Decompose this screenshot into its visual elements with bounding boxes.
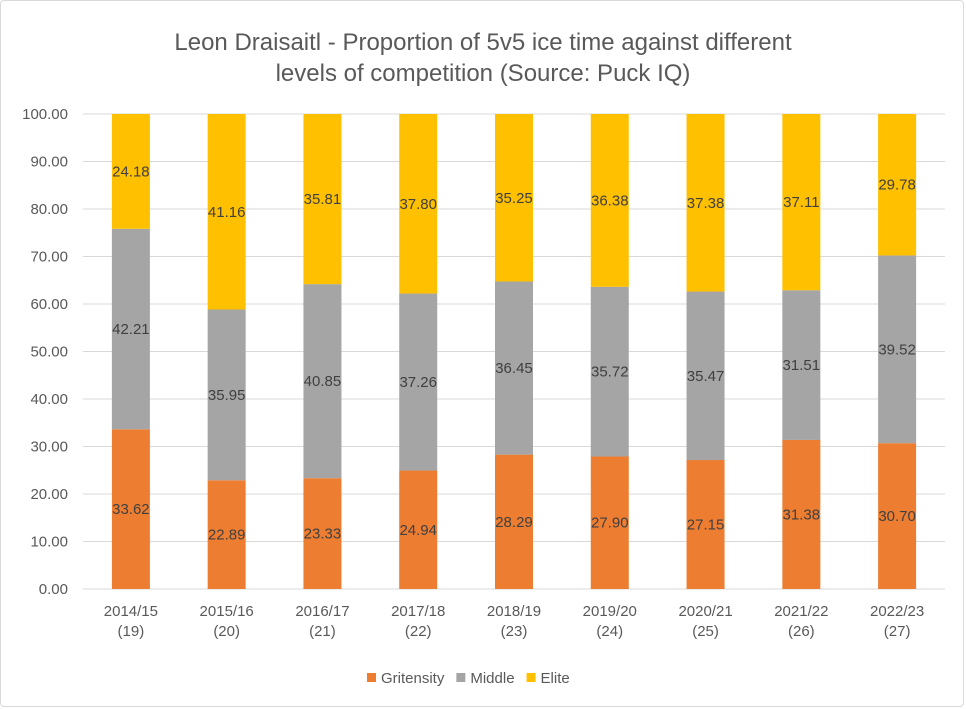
data-label: 37.11 [783,194,819,211]
bar-gritensity [878,443,917,589]
data-label: 35.95 [208,387,246,404]
data-label: 24.94 [399,522,437,539]
data-label: 24.18 [112,163,150,180]
data-label: 37.80 [399,196,437,213]
y-tick-label: 30.00 [30,439,68,456]
bar-gritensity [590,456,629,589]
y-tick-label: 10.00 [30,534,68,551]
x-tick-label: 2014/15 [104,603,158,620]
bar-gritensity [399,470,438,589]
data-label: 36.38 [591,192,629,209]
x-tick-label: (21) [309,623,336,640]
data-label: 22.89 [208,527,246,544]
y-tick-label: 70.00 [30,249,68,266]
x-tick-label: (23) [501,623,528,640]
y-tick-label: 100.00 [22,106,68,123]
bar-elite [782,114,821,291]
data-label: 37.38 [687,195,725,212]
x-tick-label: (19) [118,623,145,640]
legend-swatch-elite [526,673,536,682]
bar-gritensity [495,454,533,589]
bar-gritensity [207,480,246,589]
legend-swatch-gritensity [367,673,376,682]
y-tick-label: 80.00 [30,201,68,218]
x-tick-label: (24) [596,623,623,640]
chart-title: Leon Draisaitl - Proportion of 5v5 ice t… [174,29,792,56]
data-label: 40.85 [304,373,342,390]
y-tick-label: 50.00 [30,344,68,361]
y-tick-label: 0.00 [39,581,68,598]
bar-middle [686,291,725,461]
bar-middle [111,228,150,430]
bar-elite [590,114,629,287]
x-tick-label: 2022/23 [870,603,924,620]
x-tick-label: 2019/20 [583,603,637,620]
data-label: 27.15 [687,517,725,534]
x-tick-label: (26) [788,623,815,640]
data-label: 30.70 [878,508,916,525]
bar-middle [782,290,821,440]
data-label: 35.25 [495,190,533,207]
bar-elite [399,114,438,294]
data-label: 23.33 [304,526,342,543]
bar-elite [686,114,725,292]
y-tick-label: 20.00 [30,486,68,503]
x-tick-label: 2020/21 [678,603,732,620]
x-tick-label: 2021/22 [774,603,828,620]
legend-label: Middle [470,670,514,687]
bar-middle [495,281,533,455]
bar-gritensity [111,429,150,589]
x-tick-label: (25) [692,623,719,640]
x-tick-label: (22) [405,623,432,640]
data-label: 39.52 [878,341,916,358]
bar-middle [878,255,917,444]
x-tick-label: 2017/18 [391,603,445,620]
y-tick-label: 90.00 [30,154,68,171]
data-label: 31.38 [783,506,821,523]
legend-label: Elite [541,670,570,687]
x-tick-label: 2015/16 [200,603,254,620]
y-tick-label: 40.00 [30,391,68,408]
bar-elite [495,114,533,282]
y-tick-label: 60.00 [30,296,68,313]
x-tick-label: (20) [213,623,240,640]
legend-label: Gritensity [381,670,445,687]
bar-middle [399,293,438,471]
bar-middle [303,284,342,479]
bar-elite [111,113,150,229]
bar-elite [303,114,342,285]
data-label: 27.90 [591,515,629,532]
data-label: 33.62 [112,501,150,518]
data-label: 36.45 [495,360,533,377]
data-label: 42.21 [112,321,150,338]
data-label: 35.47 [687,368,725,385]
bar-gritensity [782,439,821,589]
data-label: 29.78 [878,177,916,194]
data-label: 28.29 [495,514,533,531]
data-label: 35.81 [304,191,342,208]
data-label: 35.72 [591,364,629,381]
chart-title: levels of competition (Source: Puck IQ) [276,60,691,87]
bar-middle [207,309,246,481]
bar-elite [878,114,917,256]
data-label: 37.26 [399,374,437,391]
x-tick-label: 2018/19 [487,603,541,620]
bar-middle [590,286,629,457]
x-tick-label: 2016/17 [295,603,349,620]
bar-gritensity [303,478,342,589]
x-tick-label: (27) [884,623,911,640]
data-label: 41.16 [208,204,246,221]
bar-elite [207,114,246,310]
legend-swatch-middle [456,673,466,682]
bar-gritensity [686,460,725,589]
data-label: 31.51 [783,357,821,374]
